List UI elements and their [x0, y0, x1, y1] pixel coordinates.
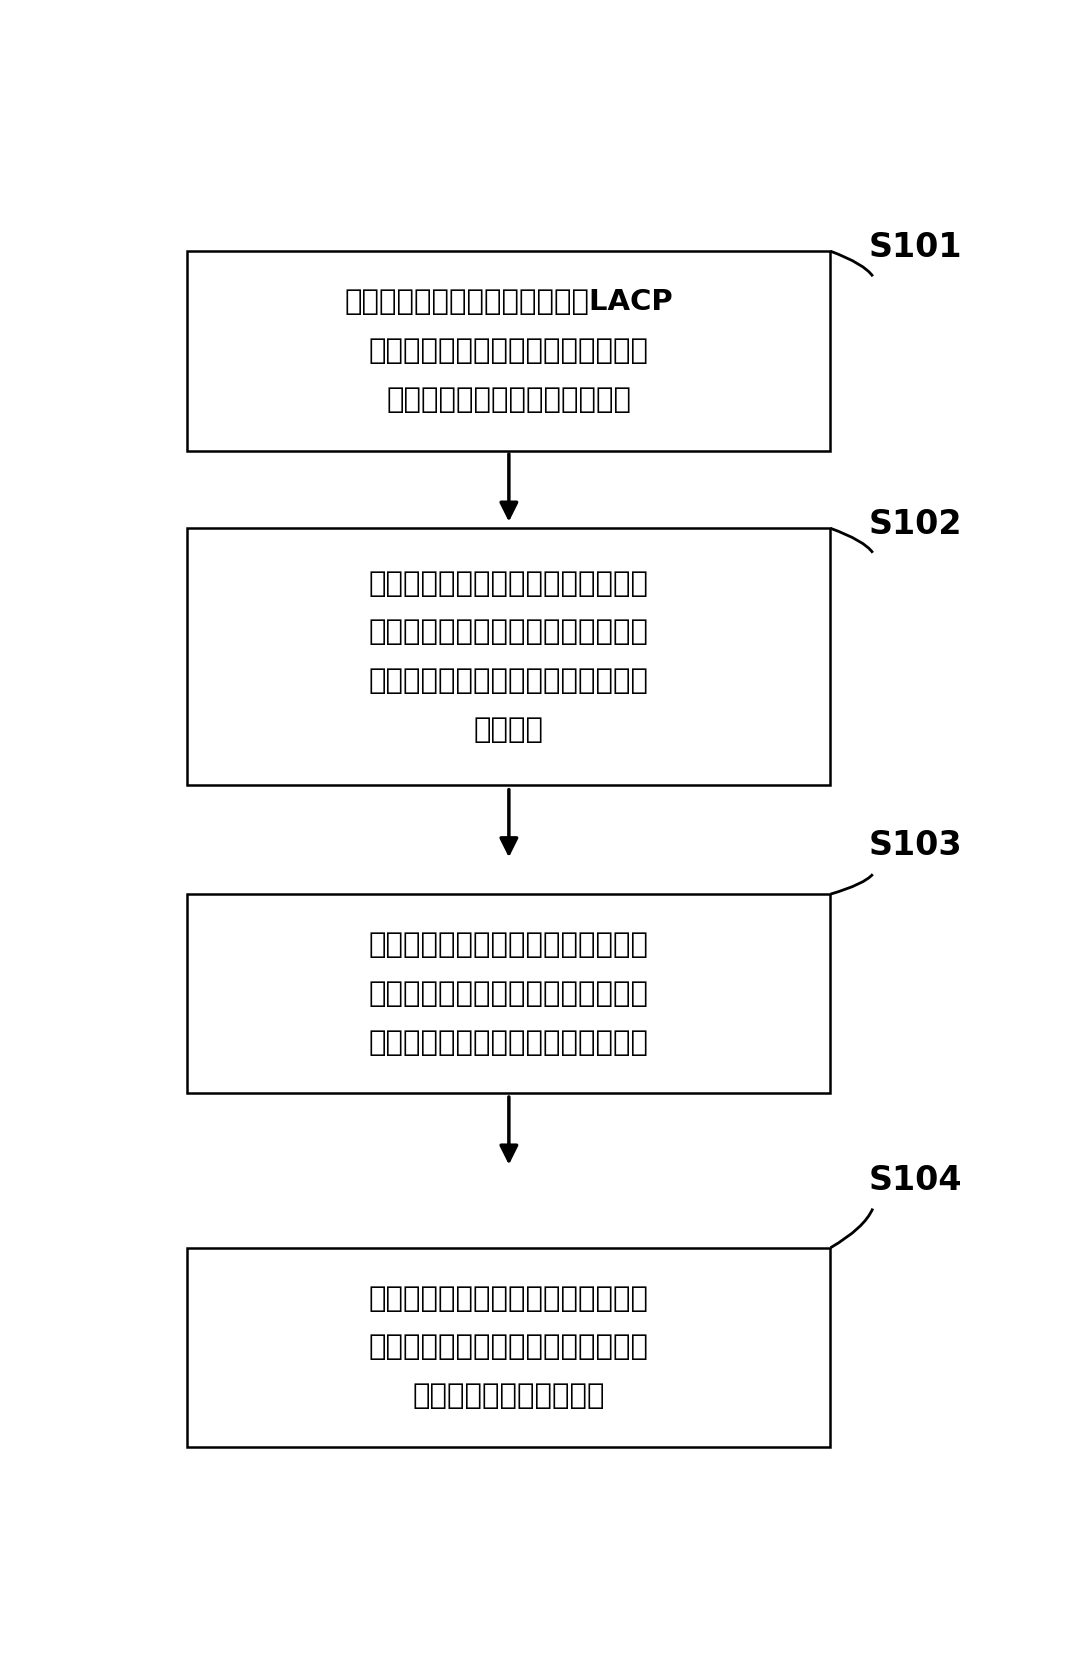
Text: 最优负载均衡模式，并通知通信设备: 最优负载均衡模式，并通知通信设备	[369, 1029, 649, 1057]
Text: 通信设备根据至少一种报文类型的最: 通信设备根据至少一种报文类型的最	[369, 1284, 649, 1313]
Text: 种报文类型进行负载均衡: 种报文类型进行负载均衡	[413, 1383, 605, 1409]
Bar	[188, 893, 831, 1094]
Bar	[188, 1247, 831, 1448]
Text: 组中各个成员端口的采样流量发送到: 组中各个成员端口的采样流量发送到	[369, 668, 649, 695]
Text: 通信设备采用指定的采样策略对聚合: 通信设备采用指定的采样策略对聚合	[369, 569, 649, 598]
Text: 通信设备建立链路汇聚控制协议LACP: 通信设备建立链路汇聚控制协议LACP	[344, 287, 674, 316]
Text: 识和负载均衡能力集到监控设备: 识和负载均衡能力集到监控设备	[387, 386, 631, 414]
Text: 组各个成员端口的流量采样，将聚合: 组各个成员端口的流量采样，将聚合	[369, 618, 649, 646]
Text: 的聚合组，发送所述聚合组的唯一标: 的聚合组，发送所述聚合组的唯一标	[369, 337, 649, 364]
Text: 聚合组分别针对至少一种报文类型的: 聚合组分别针对至少一种报文类型的	[369, 980, 649, 1007]
Text: S101: S101	[868, 232, 962, 264]
Text: 优负载均衡模式对聚合组中的至少一: 优负载均衡模式对聚合组中的至少一	[369, 1333, 649, 1361]
Bar	[188, 528, 831, 785]
Text: 监控设备: 监控设备	[474, 716, 544, 745]
Text: 监控设备对采样流量进行统计，确定: 监控设备对采样流量进行统计，确定	[369, 930, 649, 959]
Text: S104: S104	[868, 1164, 962, 1197]
Bar	[188, 250, 831, 451]
Text: S102: S102	[868, 508, 962, 541]
Text: S103: S103	[868, 830, 962, 862]
